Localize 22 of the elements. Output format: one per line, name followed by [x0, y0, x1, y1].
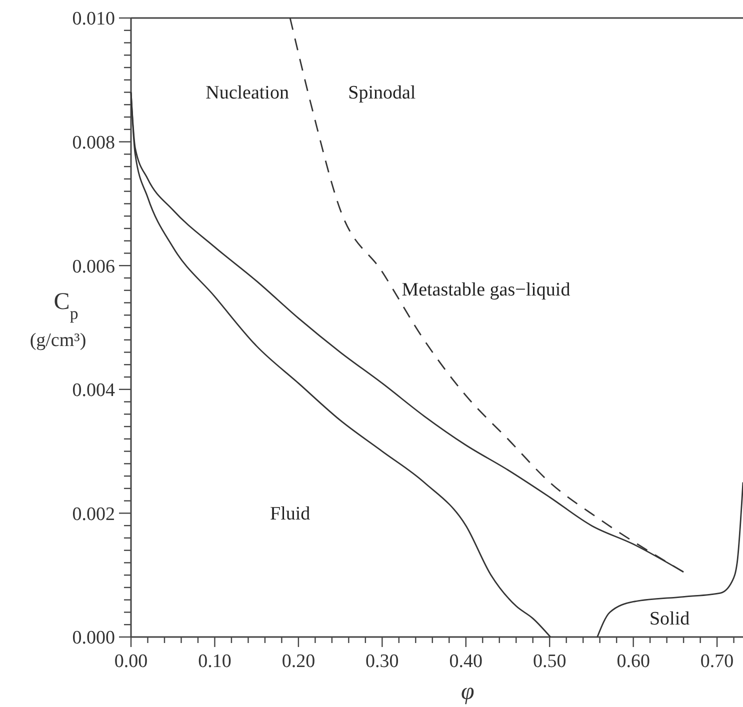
y-tick-label: 0.006	[72, 256, 115, 278]
annotation: Nucleation	[206, 82, 290, 104]
x-tick-label: 0.10	[198, 651, 232, 672]
x-tick-label: 0.40	[449, 651, 483, 672]
x-axis-title: φ	[460, 679, 474, 705]
x-tick-label: 0.60	[616, 651, 650, 672]
x-tick-label: 0.50	[532, 651, 566, 672]
y-tick-label: 0.002	[72, 504, 115, 525]
x-tick-label: 0.70	[700, 651, 734, 672]
y-tick-label: 0.010	[72, 8, 115, 30]
annotation: Fluid	[270, 503, 311, 524]
annotation: Solid	[649, 608, 690, 630]
x-tick-label: 0.20	[282, 651, 316, 672]
annotation: Spinodal	[348, 82, 416, 104]
y-tick-label: 0.000	[72, 628, 115, 649]
y-tick-label: 0.008	[72, 132, 115, 154]
y-tick-label: 0.004	[72, 380, 116, 402]
x-tick-label: 0.30	[366, 651, 399, 672]
annotation: Metastable gas−liquid	[402, 279, 571, 300]
line-series	[596, 482, 743, 638]
x-tick-label: 0.00	[114, 651, 148, 672]
y-axis-title: C$_{p}$ (g/cm³)	[30, 288, 86, 352]
